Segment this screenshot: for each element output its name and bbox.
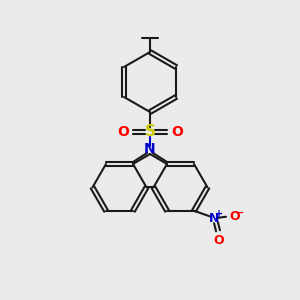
Text: N: N xyxy=(209,212,219,225)
Text: O: O xyxy=(171,125,183,139)
Text: S: S xyxy=(145,124,155,140)
Text: O: O xyxy=(117,125,129,139)
Text: +: + xyxy=(215,209,223,219)
Text: O: O xyxy=(230,210,240,223)
Text: −: − xyxy=(235,208,245,218)
Text: O: O xyxy=(214,234,224,247)
Text: N: N xyxy=(144,142,156,156)
